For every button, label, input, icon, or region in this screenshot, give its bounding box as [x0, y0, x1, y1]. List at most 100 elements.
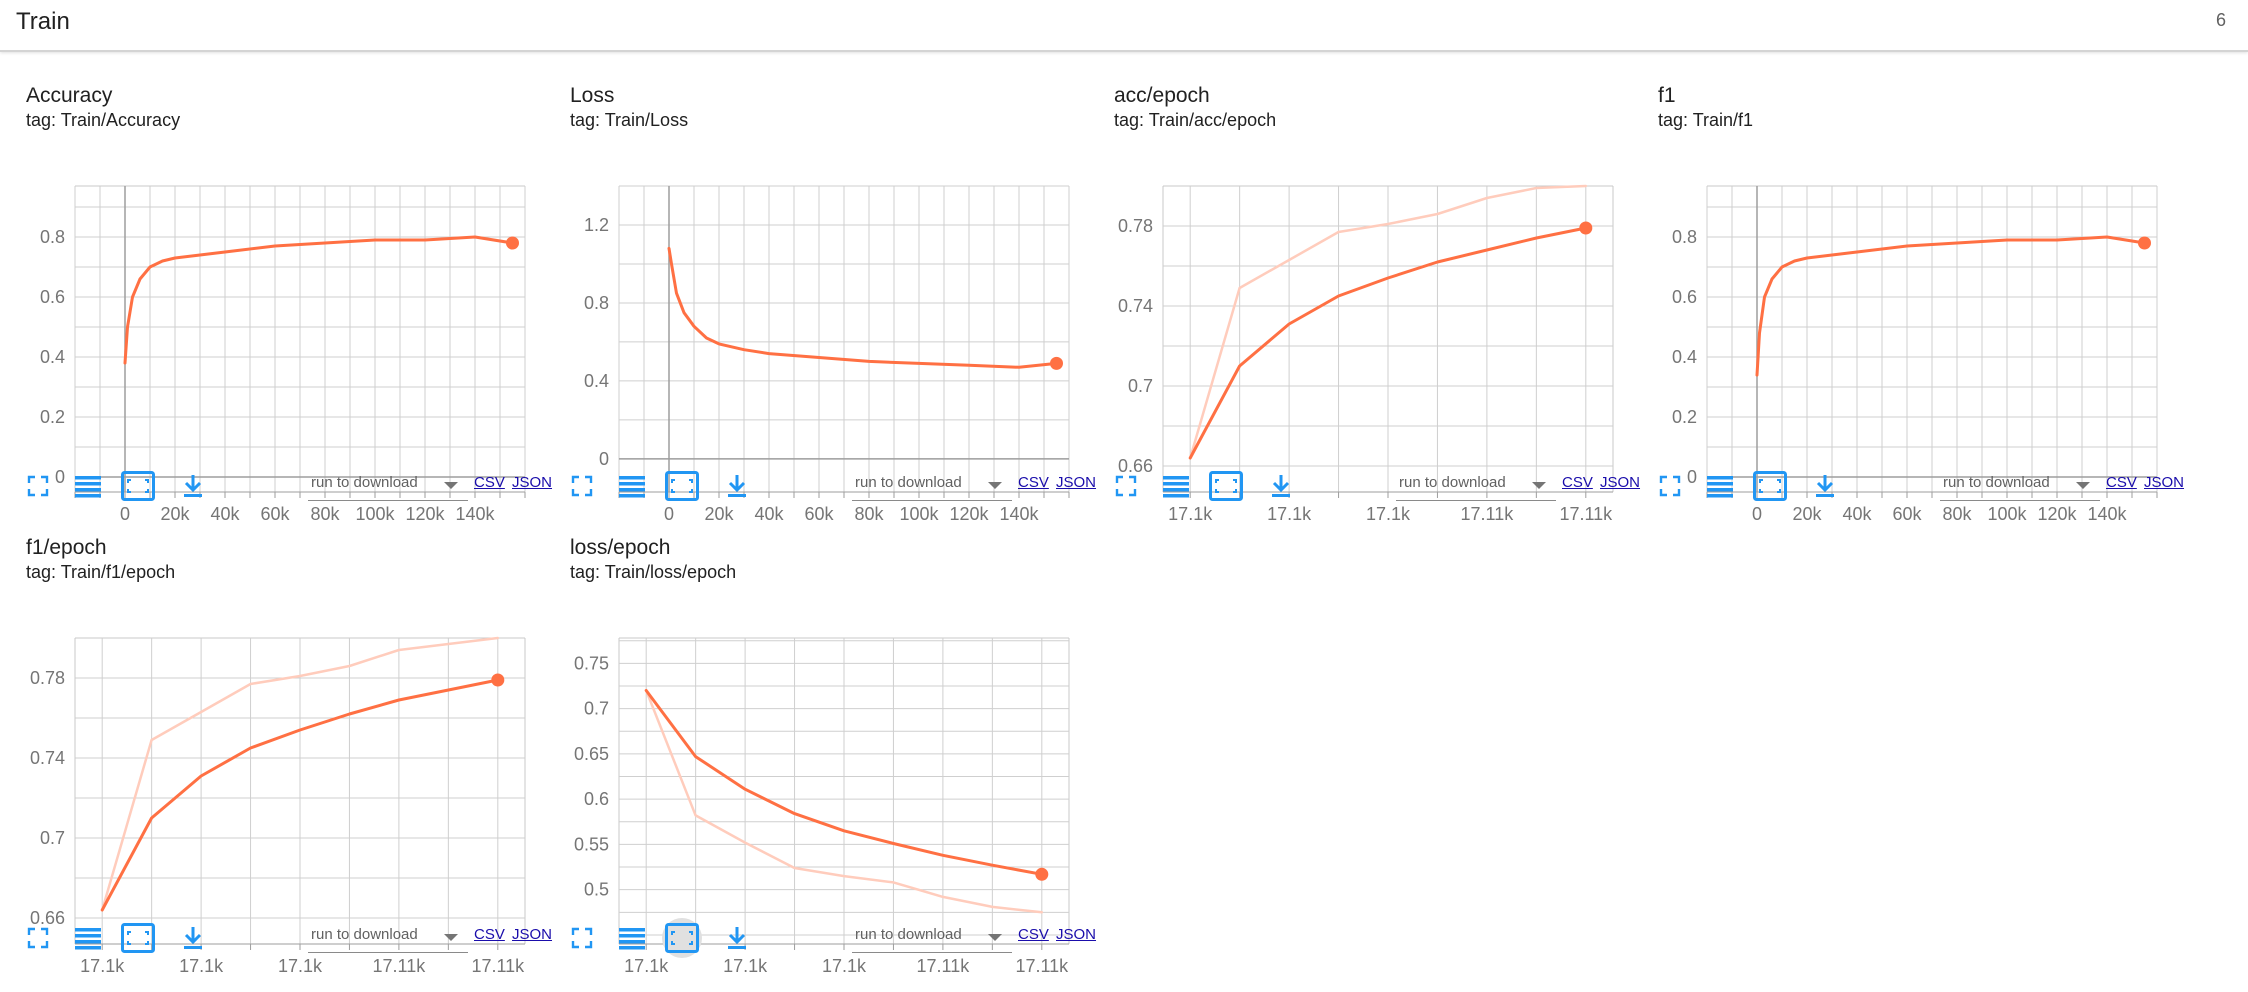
run-to-download-select[interactable]: run to download [308, 470, 468, 501]
y-tick-label: 0.5 [584, 880, 609, 900]
dropdown-arrow-icon [988, 482, 1002, 489]
fullscreen-button[interactable] [1650, 466, 1690, 506]
fit-domain-button[interactable] [1206, 466, 1246, 506]
data-table-icon [1163, 476, 1189, 498]
fullscreen-button[interactable] [18, 918, 58, 958]
card-tag: tag: Train/Accuracy [26, 110, 181, 130]
y-tick-label: 0.78 [30, 668, 65, 688]
fullscreen-button[interactable] [18, 466, 58, 506]
x-tick-label: 0 [664, 504, 674, 524]
y-tick-label: 0.2 [40, 407, 65, 427]
y-tick-label: 0.7 [1128, 376, 1153, 396]
x-tick-label: 17.1k [624, 956, 669, 976]
chart-f1-epoch[interactable]: 0.66 0.7 0.74 0.78 17.1k 17.1k 17.1k 17.11k 17.1… [0, 536, 540, 976]
json-link[interactable]: JSON [512, 474, 553, 491]
card-toolbar: run to download CSV JSON [570, 466, 1110, 516]
y-tick-label: 0.8 [1672, 227, 1697, 247]
csv-link[interactable]: CSV [1562, 474, 1593, 491]
fit-domain-button[interactable] [662, 466, 702, 506]
chart-loss[interactable]: 0 0.4 0.8 1.2 0 20k 40k 60k 80k 100k 120k 140k [544, 84, 1084, 524]
y-tick-label: 0.75 [574, 653, 609, 673]
y-tick-label: 0.65 [574, 744, 609, 764]
y-tick-label: 0 [55, 467, 65, 487]
fit-domain-button[interactable] [118, 918, 158, 958]
fit-domain-button[interactable] [662, 918, 702, 958]
x-tick-label: 17.11k [917, 956, 971, 976]
select-placeholder: run to download [311, 926, 418, 943]
data-table-button[interactable] [68, 918, 108, 958]
run-to-download-select[interactable]: run to download [1396, 470, 1556, 501]
card-toolbar: run to download CSV JSON [26, 918, 566, 968]
y-tick-label: 0.6 [40, 287, 65, 307]
fit-domain-icon [121, 471, 155, 501]
download-button[interactable] [717, 918, 757, 958]
section-header[interactable]: Train 6 [0, 0, 2248, 52]
download-button[interactable] [173, 466, 213, 506]
fullscreen-icon [1659, 475, 1681, 497]
run-to-download-select[interactable]: run to download [852, 922, 1012, 953]
data-table-button[interactable] [1156, 466, 1196, 506]
x-tick-label: 20k [160, 504, 190, 524]
run-to-download-select[interactable]: run to download [308, 922, 468, 953]
x-tick-label: 60k [804, 504, 834, 524]
y-tick-label: 0.8 [40, 227, 65, 247]
smoothed-series-line [100, 678, 500, 912]
x-tick-label: 17.1k [1168, 504, 1213, 524]
y-tick-label: 0.74 [30, 748, 65, 768]
card-tag: tag: Train/Loss [570, 110, 689, 130]
download-button[interactable] [173, 918, 213, 958]
fullscreen-button[interactable] [1106, 466, 1146, 506]
x-tick-label: 100k [355, 504, 395, 524]
card-tag: tag: Train/acc/epoch [1114, 110, 1277, 130]
dropdown-arrow-icon [444, 482, 458, 489]
run-to-download-select[interactable]: run to download [1940, 470, 2100, 501]
data-table-icon [619, 476, 645, 498]
chart-acc-epoch[interactable]: 0.66 0.7 0.74 0.78 17.1k 17.1k 17.1k 17.11k 17.1… [1088, 84, 1628, 524]
csv-link[interactable]: CSV [2106, 474, 2137, 491]
download-button[interactable] [1805, 466, 1845, 506]
data-table-button[interactable] [612, 918, 652, 958]
x-tick-label: 17.11k [1015, 956, 1069, 976]
y-tick-label: 0.6 [584, 789, 609, 809]
download-icon [728, 927, 746, 949]
download-button[interactable] [717, 466, 757, 506]
chart-loss-epoch[interactable]: 0.5 0.55 0.6 0.65 0.7 0.75 17.1k 17.1k 17.1k 17.1… [544, 536, 1084, 976]
smoothed-series-line [667, 246, 1058, 369]
chart-accuracy[interactable]: 0 0.2 0.4 0.6 0.8 0 20k 40k 60k 80k 100k 120k 140k [0, 84, 540, 524]
x-tick-label: 17.1k [278, 956, 323, 976]
download-button[interactable] [1261, 466, 1301, 506]
x-tick-label: 140k [455, 504, 495, 524]
x-tick-label: 40k [210, 504, 240, 524]
fullscreen-button[interactable] [562, 918, 602, 958]
data-table-button[interactable] [68, 466, 108, 506]
fit-domain-icon [1753, 471, 1787, 501]
fullscreen-button[interactable] [562, 466, 602, 506]
last-point-marker [1050, 356, 1063, 370]
download-icon [728, 475, 746, 497]
fit-domain-button[interactable] [1750, 466, 1790, 506]
csv-link[interactable]: CSV [474, 926, 505, 943]
json-link[interactable]: JSON [512, 926, 553, 943]
download-icon [1816, 475, 1834, 497]
card-title: f1 [1658, 84, 1676, 107]
run-to-download-select[interactable]: run to download [852, 470, 1012, 501]
csv-link[interactable]: CSV [1018, 474, 1049, 491]
x-tick-label: 60k [260, 504, 290, 524]
json-link[interactable]: JSON [1056, 474, 1097, 491]
fullscreen-icon [1115, 475, 1137, 497]
x-tick-label: 17.11k [373, 956, 427, 976]
scalar-card-f1: f1 tag: Train/f1 0 0.2 0.4 0.6 0.8 0 20k 40k 60k 80… [1658, 84, 2198, 534]
json-link[interactable]: JSON [2144, 474, 2185, 491]
x-tick-label: 17.11k [471, 956, 525, 976]
data-table-button[interactable] [612, 466, 652, 506]
chart-f1[interactable]: 0 0.2 0.4 0.6 0.8 0 20k 40k 60k 80k 100k 120k 140k [1632, 84, 2172, 524]
json-link[interactable]: JSON [1056, 926, 1097, 943]
csv-link[interactable]: CSV [1018, 926, 1049, 943]
data-table-button[interactable] [1700, 466, 1740, 506]
card-tag: tag: Train/f1 [1658, 110, 1754, 130]
fit-domain-button[interactable] [118, 466, 158, 506]
json-link[interactable]: JSON [1600, 474, 1641, 491]
y-tick-label: 0.6 [1672, 287, 1697, 307]
scalar-card-f1-epoch: f1/epoch tag: Train/f1/epoch 0.66 0.7 0.74 0.… [26, 536, 566, 986]
csv-link[interactable]: CSV [474, 474, 505, 491]
